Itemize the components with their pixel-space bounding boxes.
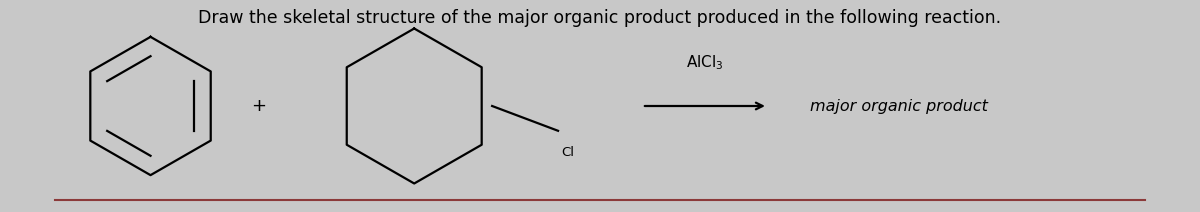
Text: major organic product: major organic product xyxy=(810,99,988,113)
Text: Draw the skeletal structure of the major organic product produced in the followi: Draw the skeletal structure of the major… xyxy=(198,9,1002,27)
Text: +: + xyxy=(251,97,266,115)
Text: Cl: Cl xyxy=(562,146,575,159)
Text: AlCl$_3$: AlCl$_3$ xyxy=(686,54,724,72)
